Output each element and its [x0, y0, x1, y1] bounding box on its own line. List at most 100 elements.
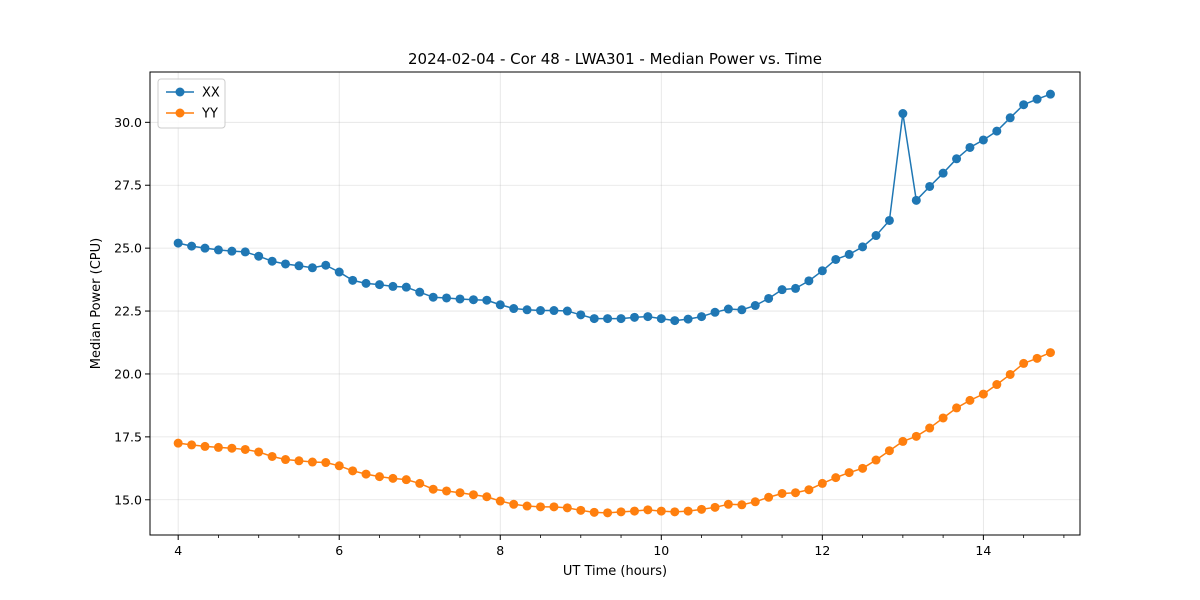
data-point-yy	[603, 508, 613, 518]
data-point-xx	[965, 142, 975, 152]
x-tick-label: 6	[335, 543, 343, 558]
data-point-xx	[509, 304, 519, 314]
data-point-yy	[562, 503, 572, 513]
data-point-xx	[576, 310, 586, 320]
data-point-xx	[468, 295, 478, 305]
data-point-xx	[522, 305, 532, 315]
legend-label-xx: XX	[202, 86, 220, 101]
y-tick-label: 27.5	[114, 178, 142, 193]
data-point-xx	[495, 300, 505, 310]
data-point-yy	[388, 473, 398, 483]
data-point-yy	[992, 380, 1002, 390]
data-point-xx	[1005, 113, 1015, 123]
y-tick-label: 22.5	[114, 304, 142, 319]
data-point-yy	[844, 468, 854, 478]
data-point-xx	[321, 260, 331, 270]
data-point-yy	[213, 442, 223, 452]
legend: XX YY	[157, 78, 226, 129]
data-point-xx	[616, 314, 626, 324]
data-point-yy	[656, 506, 666, 516]
data-point-xx	[173, 238, 183, 248]
data-point-xx	[294, 261, 304, 271]
data-point-yy	[254, 447, 264, 457]
data-point-xx	[200, 243, 210, 253]
data-point-xx	[831, 254, 841, 264]
data-point-xx	[415, 287, 425, 297]
data-point-xx	[777, 285, 787, 295]
data-point-xx	[603, 314, 613, 324]
data-point-xx	[938, 168, 948, 178]
data-point-xx	[978, 135, 988, 145]
data-point-yy	[173, 438, 183, 448]
data-point-yy	[415, 478, 425, 488]
axis-ticks: 4 6 8 10 12 14 15.0 17.5 20.0 22.5 25.0 27.5 30.0	[114, 115, 1065, 558]
data-point-yy	[911, 431, 921, 441]
data-point-yy	[952, 403, 962, 413]
data-point-yy	[428, 484, 438, 494]
data-point-yy	[777, 488, 787, 498]
data-point-yy	[455, 488, 465, 498]
data-point-xx	[643, 312, 653, 322]
data-point-xx	[334, 267, 344, 277]
data-point-xx	[858, 242, 868, 252]
data-point-yy	[442, 486, 452, 496]
data-point-yy	[629, 506, 639, 516]
data-point-xx	[952, 154, 962, 164]
data-point-xx	[697, 312, 707, 322]
data-point-yy	[348, 466, 358, 476]
series-xx	[173, 89, 1055, 326]
data-point-yy	[791, 488, 801, 498]
data-point-xx	[844, 249, 854, 259]
data-point-yy	[898, 436, 908, 446]
data-point-yy	[804, 485, 814, 495]
data-point-xx	[710, 307, 720, 317]
data-point-xx	[227, 246, 237, 256]
data-point-yy	[334, 461, 344, 471]
data-point-yy	[723, 499, 733, 509]
y-tick-label: 17.5	[114, 429, 142, 444]
data-point-xx	[764, 293, 774, 303]
data-point-xx	[656, 314, 666, 324]
data-point-yy	[549, 502, 559, 512]
series-lines	[173, 89, 1055, 518]
y-axis-label: Median Power (CPU)	[89, 238, 104, 369]
data-point-xx	[536, 306, 546, 316]
data-point-yy	[589, 507, 599, 517]
data-point-xx	[187, 241, 197, 251]
data-point-yy	[187, 440, 197, 450]
data-point-xx	[388, 281, 398, 291]
data-point-xx	[683, 314, 693, 324]
data-point-yy	[240, 444, 250, 454]
data-point-yy	[616, 507, 626, 517]
data-point-xx	[911, 195, 921, 205]
data-point-xx	[791, 283, 801, 293]
data-point-xx	[213, 245, 223, 255]
data-point-yy	[737, 500, 747, 510]
data-point-yy	[307, 457, 317, 467]
data-point-xx	[871, 231, 881, 241]
data-point-xx	[442, 293, 452, 303]
data-point-xx	[992, 126, 1002, 136]
y-tick-label: 30.0	[114, 115, 142, 130]
data-point-xx	[267, 256, 277, 266]
data-point-xx	[1045, 89, 1055, 99]
x-tick-label: 12	[814, 543, 830, 558]
data-point-xx	[281, 259, 291, 269]
data-point-xx	[307, 263, 317, 273]
x-tick-label: 10	[653, 543, 669, 558]
data-point-yy	[858, 463, 868, 473]
data-point-yy	[710, 502, 720, 512]
data-point-xx	[737, 305, 747, 315]
data-point-yy	[965, 395, 975, 405]
x-tick-label: 14	[975, 543, 991, 558]
data-point-xx	[549, 306, 559, 316]
data-point-yy	[281, 455, 291, 465]
data-point-xx	[562, 306, 572, 316]
data-point-yy	[522, 501, 532, 511]
x-tick-label: 4	[174, 543, 182, 558]
x-tick-label: 8	[496, 543, 504, 558]
data-point-xx	[401, 282, 411, 292]
data-point-xx	[925, 181, 935, 191]
y-tick-label: 15.0	[114, 492, 142, 507]
legend-item-xx: XX	[166, 86, 220, 101]
